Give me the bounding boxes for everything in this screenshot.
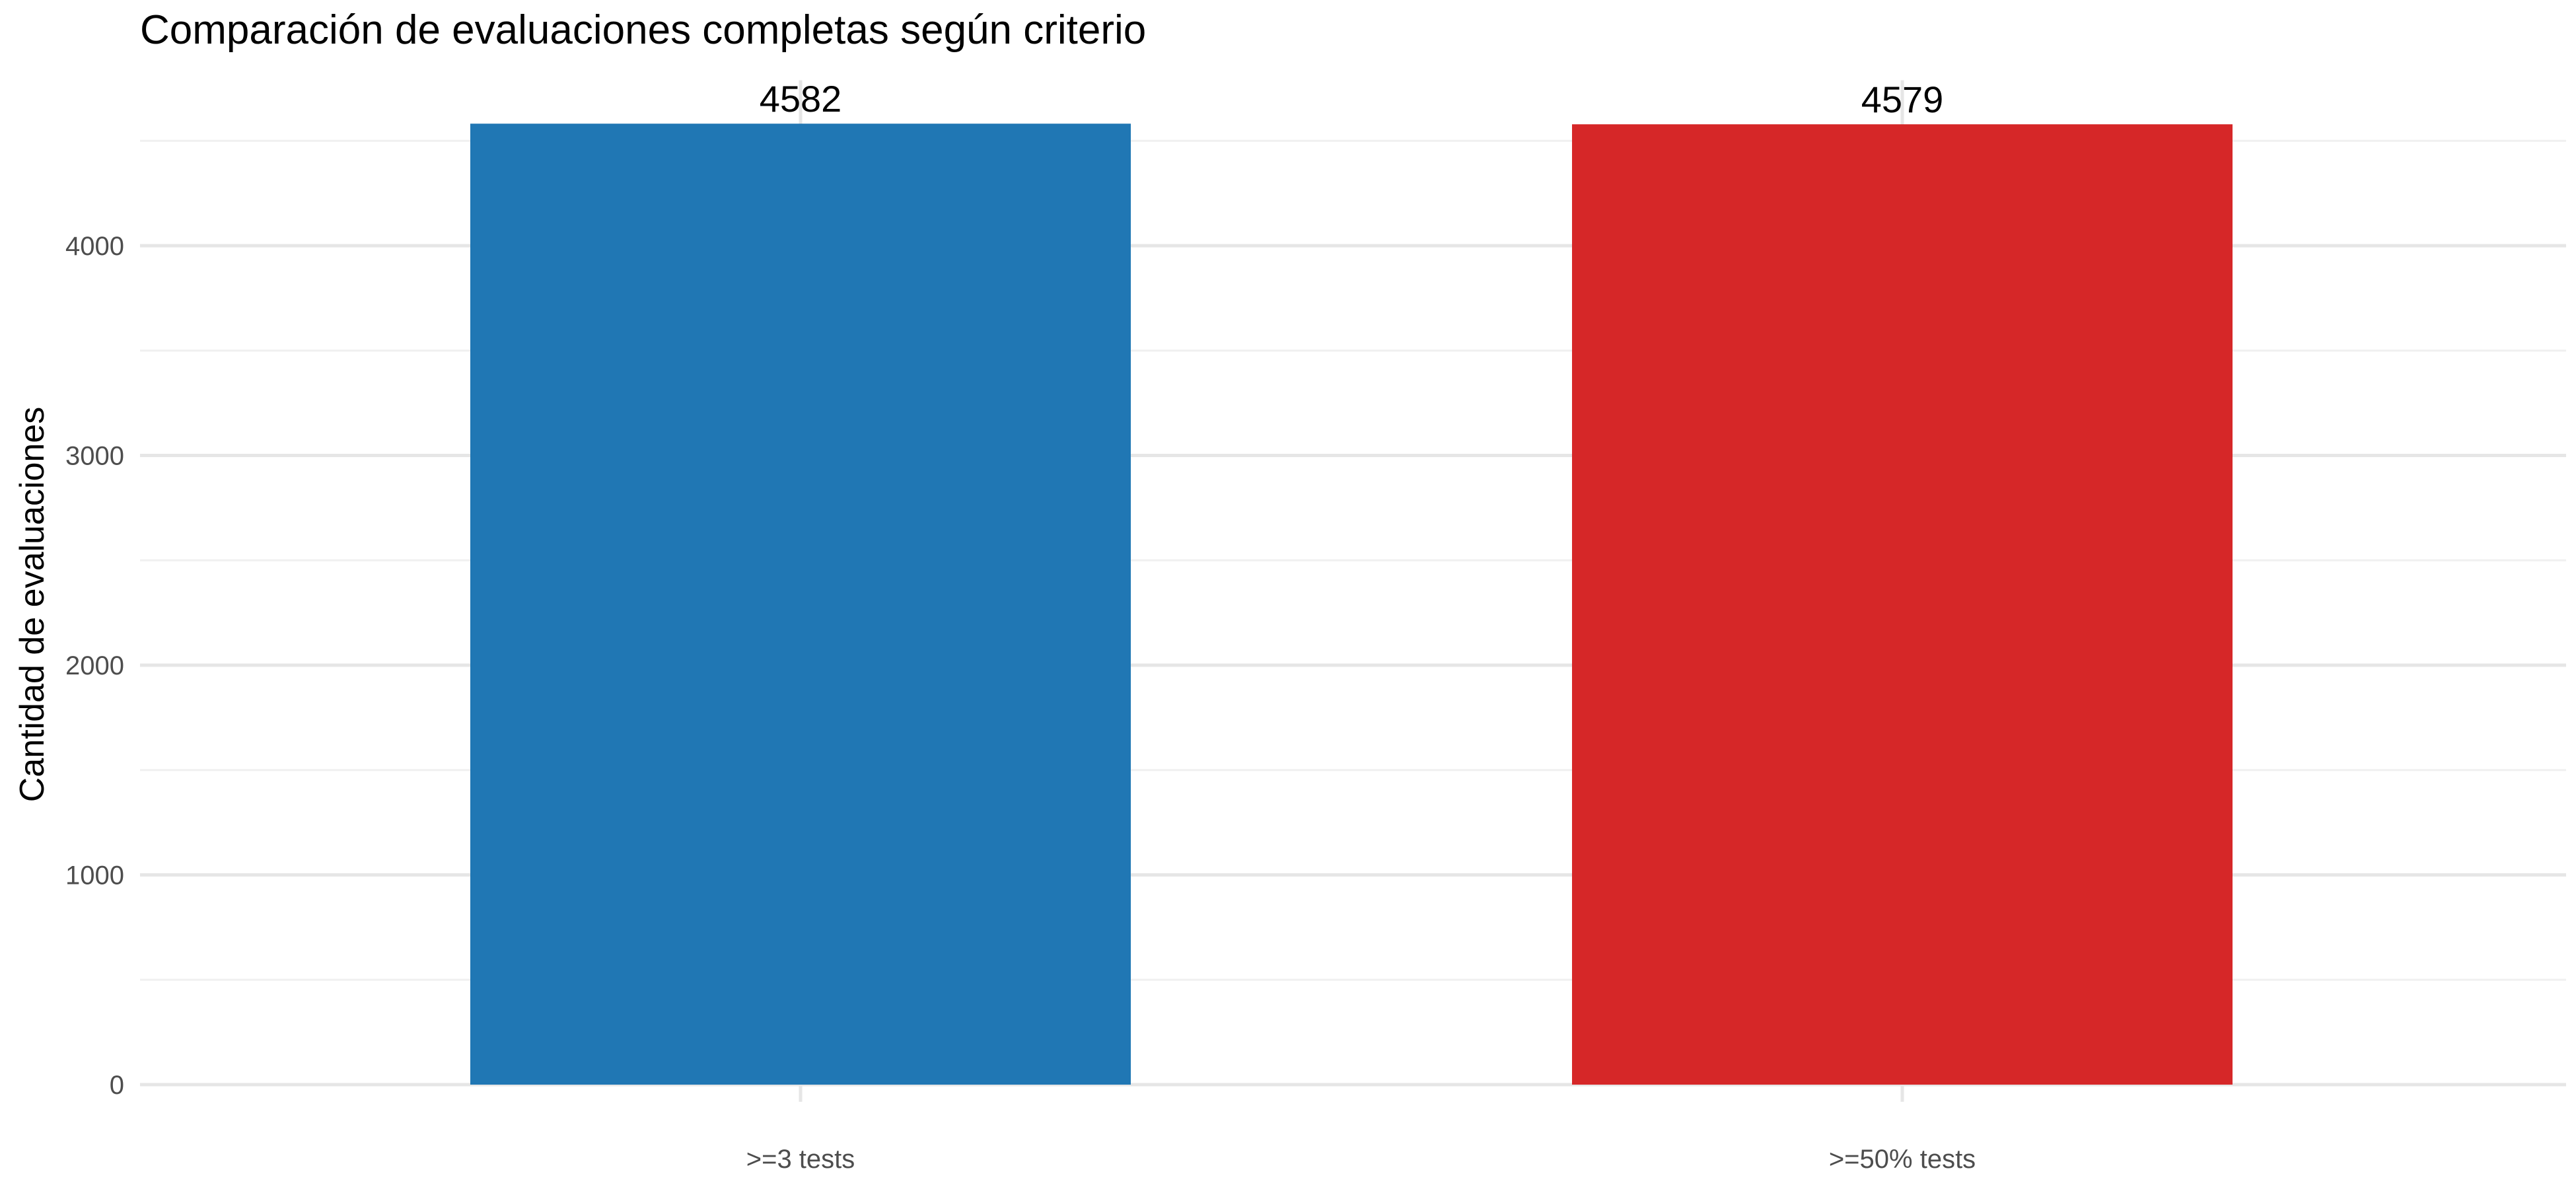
- chart-title: Comparación de evaluaciones completas se…: [140, 7, 1147, 53]
- y-tick-label: 2000: [65, 651, 124, 680]
- bar-2: [1572, 124, 2233, 1085]
- y-tick-label: 4000: [65, 232, 124, 261]
- y-tick-label: 1000: [65, 861, 124, 890]
- y-axis-title: Cantidad de evaluaciones: [13, 407, 52, 802]
- bar-value-label: 4579: [1861, 79, 1944, 120]
- bar-value-label: 4582: [760, 78, 842, 120]
- x-tick-label: >=50% tests: [1829, 1145, 1976, 1174]
- bar-1: [470, 124, 1131, 1085]
- y-tick-label: 0: [110, 1071, 124, 1100]
- x-tick-label: >=3 tests: [746, 1145, 855, 1174]
- y-tick-label: 3000: [65, 442, 124, 471]
